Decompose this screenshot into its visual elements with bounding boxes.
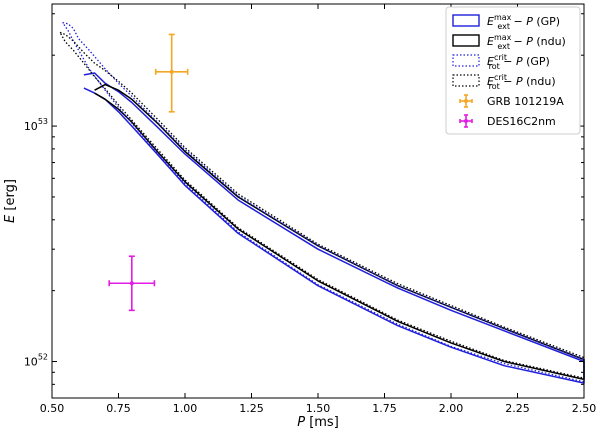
x-tick-label: 0.50 <box>40 402 65 415</box>
error-point-0 <box>154 33 189 113</box>
legend-label-1: Emax ext − P (ndu) <box>487 33 566 51</box>
legend-label-err-0: GRB 101219A <box>487 95 564 108</box>
legend-handle-err-1 <box>459 114 473 128</box>
legend-handle-2 <box>452 54 480 67</box>
legend-handle-1 <box>452 34 480 47</box>
x-ticks: 0.50 0.75 1.00 1.25 1.50 1.75 2.00 2.25 2.50 <box>40 4 597 415</box>
x-tick-label: 2.50 <box>572 402 597 415</box>
y-tick-label: 1053 <box>24 117 48 133</box>
legend-handle-3 <box>452 74 480 87</box>
legend-label-0: Emax ext − P (GP) <box>487 13 560 31</box>
error-point-1 <box>108 255 156 312</box>
x-tick-label: 2.00 <box>439 402 464 415</box>
series-curve-2 <box>62 21 585 383</box>
x-tick-label: 1.00 <box>173 402 198 415</box>
y-axis-label: E [erg] <box>3 179 18 223</box>
x-tick-label: 1.25 <box>239 402 264 415</box>
y-tick-label: 1052 <box>24 353 48 369</box>
series-curve-3 <box>59 31 585 379</box>
y-ticks: 1052 1053 <box>24 13 584 399</box>
x-tick-label: 1.50 <box>306 402 331 415</box>
legend-label-2: Ecrit rot − P (GP) <box>487 53 550 71</box>
x-tick-label: 1.75 <box>372 402 397 415</box>
x-tick-label: 2.25 <box>505 402 530 415</box>
legend: Emax ext − P (GP) Emax ext − P (ndu) Ecrit ro… <box>445 6 581 135</box>
x-axis-label: P [ms] <box>297 415 339 430</box>
legend-label-err-1: DES16C2nm <box>487 115 556 128</box>
legend-label-3: Ecrit rot − P (ndu) <box>487 73 556 91</box>
legend-handle-err-0 <box>459 94 473 108</box>
legend-handle-0 <box>452 14 480 27</box>
x-tick-label: 0.75 <box>106 402 131 415</box>
error-points-layer <box>108 33 189 312</box>
